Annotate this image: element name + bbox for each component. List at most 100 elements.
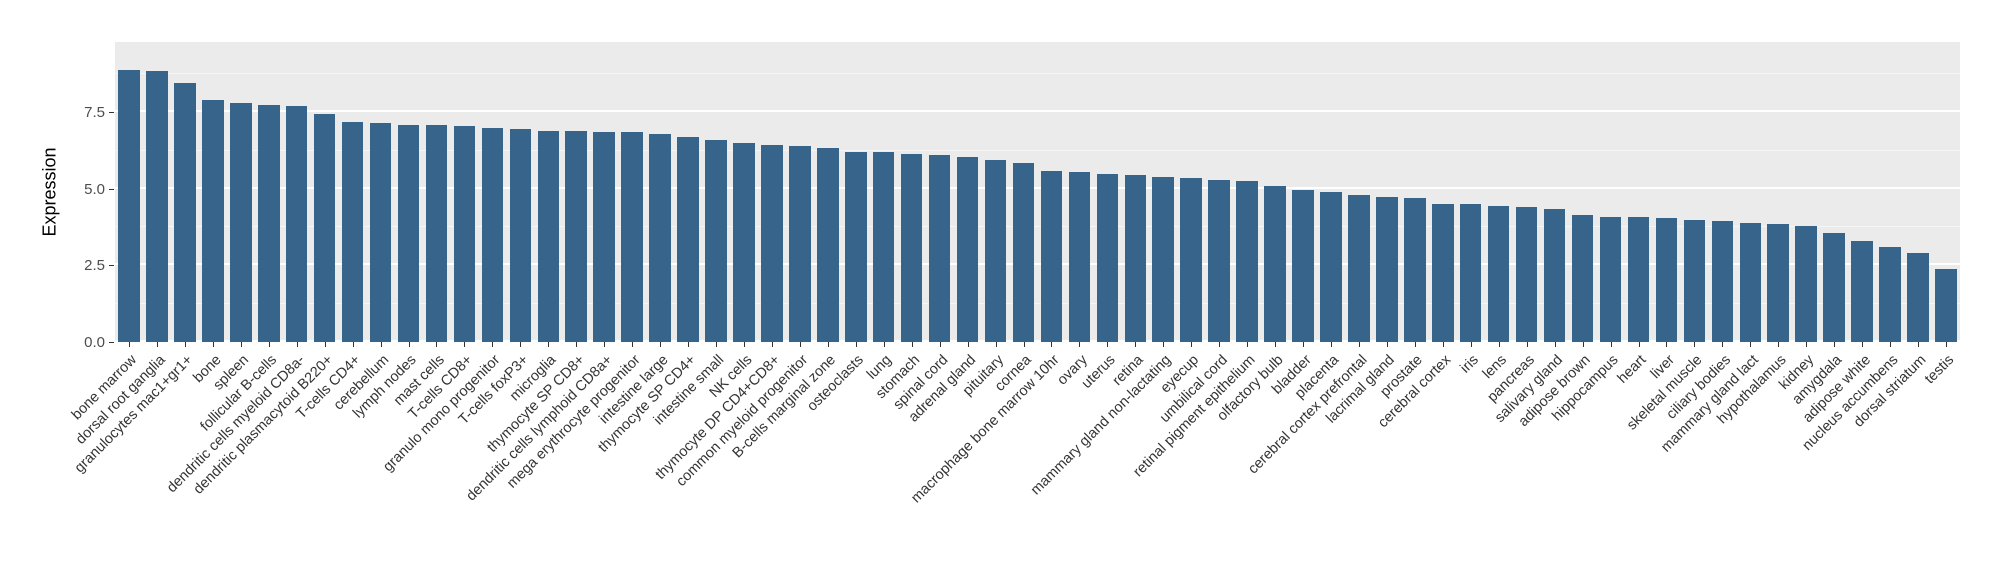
x-tick-mark xyxy=(1554,342,1556,347)
x-tick-mark xyxy=(1358,342,1360,347)
y-tick-mark xyxy=(109,188,114,190)
bar xyxy=(593,132,615,342)
x-tick-mark xyxy=(1750,342,1752,347)
bar-slot xyxy=(814,42,842,342)
bar-slot xyxy=(283,42,311,342)
bar-slot xyxy=(1429,42,1457,342)
bar xyxy=(1236,181,1258,342)
bar xyxy=(1795,225,1817,342)
x-tick-mark xyxy=(743,342,745,347)
bar-slot xyxy=(1205,42,1233,342)
bar-slot xyxy=(1597,42,1625,342)
x-tick-mark xyxy=(1163,342,1165,347)
bar xyxy=(1515,207,1538,342)
bar-slot xyxy=(534,42,562,342)
bar xyxy=(1124,175,1147,342)
x-tick-mark xyxy=(380,342,382,347)
x-tick-mark xyxy=(520,342,522,347)
y-tick-mark xyxy=(109,265,114,267)
bar xyxy=(649,133,671,342)
bar xyxy=(1935,268,1957,342)
x-tick-mark xyxy=(184,342,186,347)
bar-slot xyxy=(702,42,730,342)
bar xyxy=(202,100,224,342)
bar xyxy=(1599,216,1622,342)
bar xyxy=(1012,162,1035,342)
x-tick-mark xyxy=(1722,342,1724,347)
gridline-major xyxy=(115,110,1960,113)
x-tick-mark xyxy=(604,342,606,347)
x-tick-mark xyxy=(1079,342,1081,347)
x-tick-mark xyxy=(548,342,550,347)
x-tick-mark xyxy=(464,342,466,347)
bar-slot xyxy=(758,42,786,342)
bar xyxy=(146,71,168,342)
bar-slot xyxy=(898,42,926,342)
bar xyxy=(1823,233,1845,342)
bar xyxy=(1627,216,1650,342)
bar-slot xyxy=(450,42,478,342)
x-tick-mark xyxy=(771,342,773,347)
bar-slot xyxy=(1764,42,1792,342)
bar-slot xyxy=(311,42,339,342)
x-tick-mark xyxy=(1247,342,1249,347)
bars xyxy=(115,42,1960,342)
bar xyxy=(1152,176,1174,342)
x-tick-mark xyxy=(855,342,857,347)
bar-slot xyxy=(562,42,590,342)
x-tick-mark xyxy=(1414,342,1416,347)
x-tick-mark xyxy=(1470,342,1472,347)
bar xyxy=(565,130,587,342)
bar xyxy=(1487,205,1510,342)
bar-slot xyxy=(1401,42,1429,342)
bar-slot xyxy=(1513,42,1541,342)
bar xyxy=(705,139,727,342)
x-tick-mark xyxy=(1862,342,1864,347)
x-tick-mark xyxy=(324,342,326,347)
x-tick-mark xyxy=(1386,342,1388,347)
gridline-minor xyxy=(115,73,1960,75)
bar xyxy=(1404,198,1426,342)
bar xyxy=(537,130,560,342)
bar xyxy=(789,146,811,342)
gridline-minor xyxy=(115,226,1960,228)
bar-slot xyxy=(1820,42,1848,342)
bar xyxy=(1208,179,1230,342)
bar-slot xyxy=(1345,42,1373,342)
x-tick-mark xyxy=(1806,342,1808,347)
bar xyxy=(1180,178,1202,342)
gridline-major xyxy=(115,263,1960,266)
x-tick-mark xyxy=(1582,342,1584,347)
x-tick-mark xyxy=(911,342,913,347)
bar-slot xyxy=(478,42,506,342)
bar xyxy=(817,147,839,342)
x-tick-mark xyxy=(1219,342,1221,347)
x-tick-mark xyxy=(352,342,354,347)
gridline-major xyxy=(115,186,1960,189)
plot-panel xyxy=(115,42,1960,342)
bar-slot xyxy=(1121,42,1149,342)
bar-slot xyxy=(1876,42,1904,342)
bar xyxy=(900,153,923,342)
bar-slot xyxy=(395,42,423,342)
bar-slot xyxy=(982,42,1010,342)
x-tick-mark xyxy=(799,342,801,347)
bar-slot xyxy=(1708,42,1736,342)
y-tick-label: 7.5 xyxy=(84,104,105,122)
x-tick-mark xyxy=(240,342,242,347)
x-tick-mark xyxy=(1135,342,1137,347)
bar-slot xyxy=(422,42,450,342)
bar xyxy=(1907,253,1929,342)
bar-slot xyxy=(1652,42,1680,342)
x-tick-mark xyxy=(1694,342,1696,347)
bar-slot xyxy=(1485,42,1513,342)
x-tick-mark xyxy=(1638,342,1640,347)
y-tick-label: 5.0 xyxy=(84,180,105,198)
bar xyxy=(1068,172,1091,342)
bar-slot xyxy=(1093,42,1121,342)
x-tick-mark xyxy=(995,342,997,347)
bar xyxy=(1879,247,1901,342)
x-tick-label: heart xyxy=(1615,352,1650,387)
bar xyxy=(425,124,448,342)
x-tick-label: iris xyxy=(1457,352,1483,377)
